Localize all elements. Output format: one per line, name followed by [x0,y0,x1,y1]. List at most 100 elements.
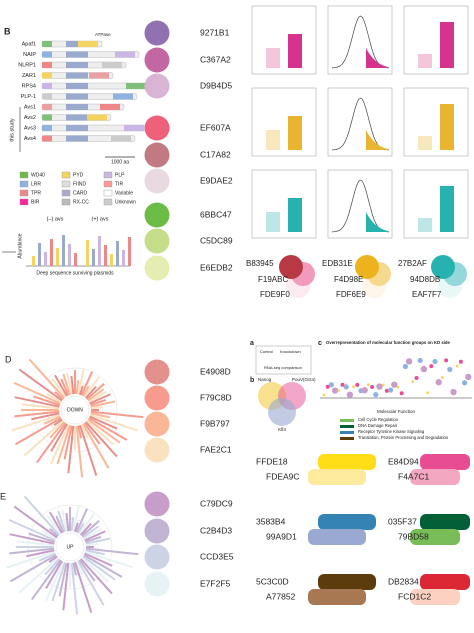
label: FFDE18 [256,456,288,466]
radial-bar [82,525,100,539]
domain [42,62,52,68]
radial-bar [18,556,59,594]
radial-bar [23,419,64,457]
abundance-bar [104,245,107,266]
ring [60,395,90,425]
panel-frame [403,169,469,239]
label: D9B4D5 [200,80,232,90]
label: Variable [115,190,133,196]
dot [352,385,355,389]
radial-bar [90,400,116,408]
radial-bar [63,425,73,460]
dot [370,384,375,389]
swatch [144,359,170,385]
dot [441,376,444,379]
swatch [144,115,170,141]
radial-bar [75,425,84,478]
label: Overrepresentation of molecular function… [326,340,451,345]
radial-bar [44,558,61,576]
radial-bar [13,381,61,405]
label: Abundance [17,233,23,259]
dot [343,384,349,390]
domain [66,51,88,58]
dot [420,365,428,373]
dot [435,379,442,386]
radial-bar [28,532,56,544]
swatch [144,255,170,281]
radial-bar [82,555,116,581]
radial-bar [85,537,111,545]
label: FDEA9C [266,471,300,481]
radial-bar [61,510,68,532]
domain [100,104,120,110]
ring [55,532,85,562]
radial-bar [70,562,79,615]
radial-bar [78,424,98,476]
label: F4D98E [334,275,363,284]
radial-bar [87,388,105,402]
label: Klf4 [278,427,286,432]
radial-bar [45,561,65,602]
abundance-bar [122,250,125,266]
label: 94D8DB [410,275,440,284]
label: F79C8D [200,392,232,402]
radial-bar [56,424,72,465]
label: FDE9F0 [260,290,290,299]
radial-bar [89,393,111,405]
radial-bar [90,412,110,419]
radial-bar [84,530,106,542]
radial-bar [26,549,55,558]
abundance-bar [62,235,65,266]
radial-bar [16,540,55,547]
radial-bar [53,418,63,426]
radial-bar [78,513,96,535]
radial-bar [49,528,59,538]
radial-bar [43,415,61,425]
domain [42,83,52,89]
radial-bar [83,554,123,578]
radial-bar [70,375,75,395]
domain [102,62,122,68]
label: E84D94 [388,456,419,466]
domain [42,51,52,58]
dot [455,364,459,368]
legend-swatch [19,198,29,206]
bar-swatch [410,469,460,485]
label: PLP [115,172,125,178]
panel-frame [327,87,393,157]
radial-bar [90,410,144,419]
abundance-bar [50,239,53,266]
radial-bar [31,412,60,421]
bar-swatch [318,514,376,530]
label: CCD3E5 [200,551,234,561]
label: CARD [73,190,88,196]
dot [322,393,326,397]
label: E [0,491,6,501]
radial-bar [84,552,113,567]
bar [266,130,280,150]
label: BIR [31,199,40,205]
bar-swatch [420,454,470,470]
dot [426,391,429,395]
legend-swatch [103,171,113,179]
radial-bar [6,550,56,569]
domain [66,83,88,89]
label: DNA Damage Repair [358,423,398,428]
radial-bar [75,561,84,576]
label: C17A82 [200,149,231,159]
radial-bar [83,376,101,398]
bar-swatch [420,574,470,590]
label: c [318,340,322,347]
radial-bar [46,515,62,535]
panel-frame [403,5,469,75]
radial-bar [65,512,70,532]
domain [42,114,52,121]
domain [66,135,88,142]
domain [66,104,88,110]
legend-swatch [61,171,71,179]
radial-bar [13,505,58,539]
radial-bar [80,371,93,396]
swatch [144,385,170,411]
radial-bar [8,518,56,542]
dot [447,366,453,373]
